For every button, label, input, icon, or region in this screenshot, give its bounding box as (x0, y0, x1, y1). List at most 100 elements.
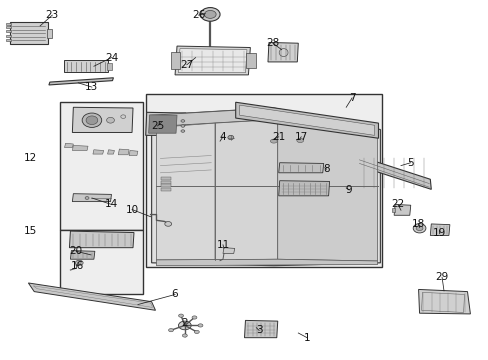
Polygon shape (391, 208, 394, 212)
Polygon shape (178, 49, 246, 73)
Polygon shape (6, 26, 11, 28)
Polygon shape (161, 188, 171, 191)
Polygon shape (161, 184, 171, 187)
Polygon shape (6, 23, 11, 25)
Text: 4: 4 (219, 132, 226, 142)
Polygon shape (161, 177, 171, 180)
Polygon shape (72, 145, 88, 150)
Polygon shape (49, 78, 113, 85)
Ellipse shape (178, 321, 191, 330)
Ellipse shape (85, 197, 89, 199)
Polygon shape (72, 107, 133, 132)
Polygon shape (278, 181, 329, 196)
Ellipse shape (296, 138, 303, 143)
Text: 21: 21 (271, 132, 285, 142)
Ellipse shape (86, 116, 98, 125)
Ellipse shape (121, 115, 125, 118)
Ellipse shape (204, 10, 216, 18)
Polygon shape (267, 42, 298, 62)
Ellipse shape (181, 130, 184, 132)
Text: 23: 23 (45, 10, 59, 20)
Ellipse shape (198, 324, 203, 327)
Text: 1: 1 (303, 333, 310, 343)
Text: 9: 9 (345, 185, 352, 195)
Polygon shape (47, 29, 52, 38)
Bar (60, 230, 142, 294)
Ellipse shape (192, 316, 197, 319)
Text: 24: 24 (104, 53, 118, 63)
Ellipse shape (106, 117, 114, 123)
Ellipse shape (412, 224, 425, 233)
Ellipse shape (75, 260, 83, 265)
Text: 26: 26 (191, 10, 205, 20)
Polygon shape (6, 35, 11, 37)
Ellipse shape (266, 137, 280, 145)
Text: 8: 8 (323, 164, 329, 174)
Polygon shape (151, 108, 380, 266)
Polygon shape (151, 108, 273, 127)
Polygon shape (278, 163, 323, 173)
Ellipse shape (415, 226, 422, 231)
Text: 11: 11 (216, 240, 229, 250)
Ellipse shape (168, 329, 173, 332)
Text: 25: 25 (150, 121, 164, 131)
Text: 17: 17 (294, 132, 307, 142)
Ellipse shape (164, 222, 171, 226)
Polygon shape (93, 150, 103, 154)
Text: 3: 3 (255, 325, 262, 336)
Polygon shape (6, 30, 11, 32)
Polygon shape (6, 39, 11, 41)
Polygon shape (239, 105, 374, 135)
Ellipse shape (270, 139, 277, 143)
Polygon shape (161, 181, 171, 184)
Polygon shape (156, 123, 215, 260)
Bar (60, 102, 142, 230)
Text: 13: 13 (85, 82, 99, 92)
Text: 7: 7 (348, 93, 355, 103)
Polygon shape (64, 143, 73, 148)
Polygon shape (429, 224, 449, 235)
Polygon shape (244, 320, 277, 338)
Text: 18: 18 (411, 219, 425, 229)
Text: 19: 19 (431, 228, 445, 238)
Polygon shape (418, 289, 469, 314)
Text: 6: 6 (171, 289, 178, 300)
Ellipse shape (200, 8, 220, 21)
Text: 22: 22 (390, 199, 404, 210)
Polygon shape (107, 150, 114, 154)
Text: 20: 20 (70, 246, 82, 256)
Text: 16: 16 (70, 261, 84, 271)
Polygon shape (72, 194, 111, 202)
Polygon shape (356, 156, 430, 189)
Polygon shape (171, 52, 180, 69)
Text: 15: 15 (23, 226, 37, 236)
Polygon shape (106, 63, 112, 70)
Polygon shape (215, 120, 277, 260)
Polygon shape (175, 46, 250, 75)
Ellipse shape (182, 334, 187, 337)
Ellipse shape (181, 120, 184, 122)
Ellipse shape (181, 125, 184, 127)
Polygon shape (223, 248, 234, 253)
Text: 2: 2 (181, 318, 188, 328)
Text: 29: 29 (434, 272, 448, 282)
Text: 14: 14 (104, 199, 118, 210)
Text: 5: 5 (407, 158, 413, 168)
Text: 27: 27 (180, 60, 193, 70)
Polygon shape (69, 231, 134, 248)
Ellipse shape (82, 113, 102, 127)
Polygon shape (28, 283, 155, 310)
Text: 10: 10 (125, 204, 138, 215)
Bar (145, 94, 382, 267)
Polygon shape (292, 135, 312, 145)
Polygon shape (118, 149, 129, 155)
Ellipse shape (178, 314, 183, 317)
Text: 28: 28 (265, 38, 279, 48)
Polygon shape (145, 112, 185, 135)
Ellipse shape (194, 330, 199, 333)
Text: 12: 12 (23, 153, 37, 163)
Polygon shape (246, 53, 256, 68)
Polygon shape (70, 251, 95, 259)
Polygon shape (148, 115, 177, 133)
Polygon shape (63, 60, 107, 72)
